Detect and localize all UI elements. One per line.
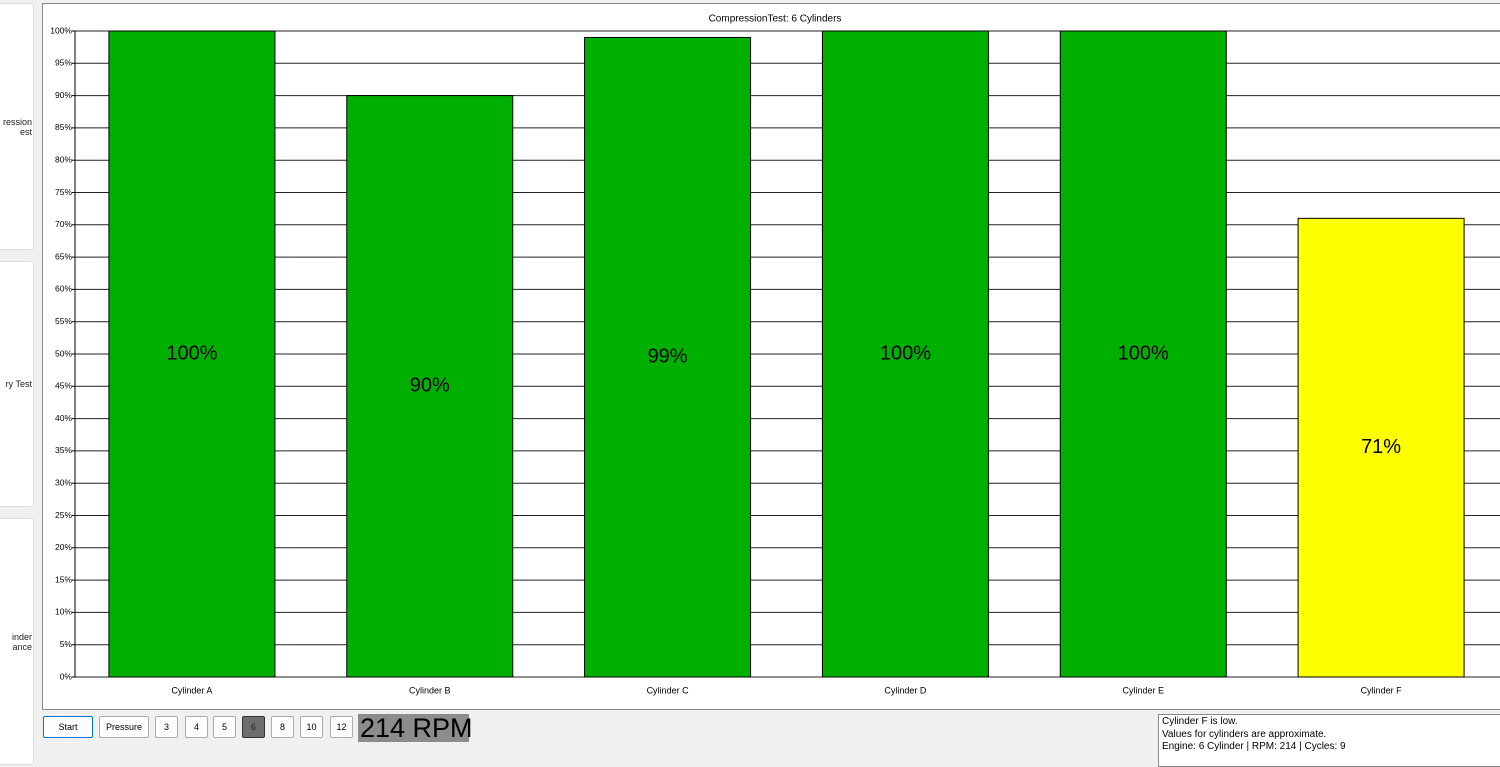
- start-button[interactable]: Start: [43, 716, 93, 738]
- bar: [1297, 217, 1465, 678]
- pressure-button[interactable]: Pressure: [99, 716, 149, 738]
- y-tick-label: 85%: [55, 122, 72, 132]
- chart-frame: [42, 3, 1500, 710]
- bar: [584, 36, 752, 678]
- tab-label: ression: [2, 116, 32, 127]
- chart-title: CompressionTest: 6 Cylinders: [709, 14, 842, 25]
- status-box: Cylinder F is low. Values for cylinders a…: [1158, 714, 1500, 767]
- cylinder-button[interactable]: 6: [242, 716, 265, 738]
- y-tick-label: 65%: [55, 251, 72, 261]
- y-tick-label: 45%: [55, 381, 72, 391]
- data-label: 100%: [1118, 342, 1169, 364]
- status-line: Values for cylinders are approximate.: [1162, 728, 1327, 740]
- status-line: Cylinder F is low.: [1162, 716, 1238, 727]
- bar: [346, 95, 514, 678]
- x-tick-label: Cylinder A: [171, 685, 212, 695]
- y-tick-label: 10%: [55, 607, 72, 617]
- sidebar-tab[interactable]: ry Test: [0, 261, 34, 507]
- x-tick-label: Cylinder E: [1122, 685, 1164, 695]
- x-tick-label: Cylinder F: [1361, 685, 1403, 695]
- data-label: 99%: [648, 346, 688, 368]
- cylinder-button[interactable]: 4: [185, 716, 208, 738]
- y-tick-label: 20%: [55, 542, 72, 552]
- cylinder-button[interactable]: 8: [271, 716, 294, 738]
- bar: [108, 30, 276, 678]
- y-tick-label: 5%: [60, 639, 73, 649]
- data-label: 100%: [166, 342, 217, 364]
- bar: [1059, 30, 1227, 678]
- y-tick-label: 100%: [50, 25, 72, 35]
- x-tick-label: Cylinder D: [884, 685, 927, 695]
- cylinder-button[interactable]: 12: [330, 716, 353, 738]
- y-tick-label: 55%: [55, 316, 72, 326]
- rpm-display: 214 RPM: [358, 713, 473, 743]
- y-tick-label: 80%: [55, 154, 72, 164]
- y-tick-label: 60%: [55, 284, 72, 294]
- y-tick-label: 35%: [55, 445, 72, 455]
- cylinder-button[interactable]: 5: [213, 716, 236, 738]
- tab-label: ry Test: [5, 379, 32, 389]
- x-tick-label: Cylinder B: [409, 685, 451, 695]
- tab-label: inder: [11, 631, 32, 642]
- y-tick-label: 15%: [55, 574, 72, 584]
- y-tick-label: 50%: [55, 348, 72, 358]
- status-line: Engine: 6 Cylinder | RPM: 214 | Cycles: …: [1162, 741, 1346, 752]
- data-label: 71%: [1361, 436, 1401, 458]
- y-tick-label: 25%: [55, 510, 72, 520]
- cylinder-button[interactable]: 3: [155, 716, 178, 738]
- chart: CompressionTest: 6 Cylinders 0% 5% 10% 15% 2…: [42, 3, 1500, 710]
- y-tick-label: 95%: [55, 58, 72, 68]
- sidebar-tab[interactable]: inder ance: [0, 518, 34, 765]
- bar: [821, 30, 989, 678]
- y-tick-label: 0%: [60, 671, 73, 681]
- y-tick-label: 30%: [55, 477, 72, 487]
- y-tick-label: 75%: [55, 187, 72, 197]
- y-tick-label: 40%: [55, 413, 72, 423]
- tab-label: ance: [12, 641, 32, 652]
- sidebar-tab[interactable]: ression est: [0, 3, 34, 250]
- x-tick-label: Cylinder C: [647, 685, 690, 695]
- data-label: 90%: [410, 375, 450, 397]
- y-tick-label: 70%: [55, 219, 72, 229]
- tab-label: est: [19, 126, 32, 137]
- cylinder-button[interactable]: 10: [300, 716, 323, 738]
- y-tick-label: 90%: [55, 90, 72, 100]
- data-label: 100%: [880, 342, 931, 364]
